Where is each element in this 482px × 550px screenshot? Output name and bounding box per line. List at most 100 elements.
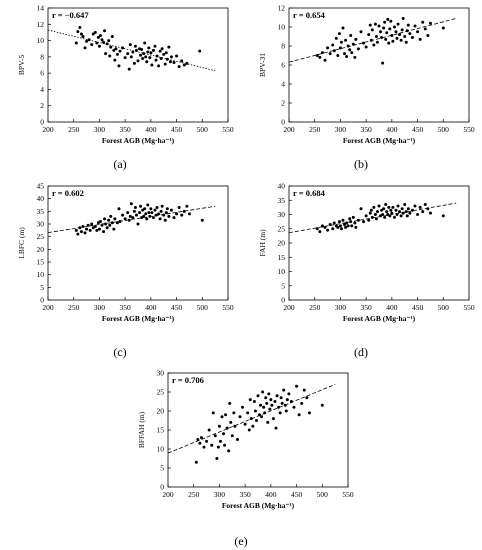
- data-point: [381, 61, 385, 65]
- data-point: [343, 52, 347, 56]
- data-point: [399, 38, 403, 42]
- data-point: [165, 57, 169, 61]
- data-point: [364, 214, 368, 218]
- data-point: [370, 28, 374, 32]
- data-point: [348, 217, 352, 221]
- data-point: [220, 415, 224, 419]
- data-point: [270, 403, 274, 407]
- data-point: [172, 216, 176, 220]
- y-tick-label: 10: [37, 36, 45, 45]
- y-tick-label: 20: [37, 245, 45, 254]
- data-point: [416, 213, 420, 216]
- data-point: [373, 213, 377, 216]
- y-tick-label: 12: [278, 4, 286, 13]
- data-point: [228, 401, 232, 405]
- data-point: [102, 230, 106, 234]
- data-point: [405, 214, 409, 218]
- data-point: [344, 225, 348, 229]
- data-point: [282, 388, 286, 392]
- data-point: [140, 48, 144, 52]
- data-point: [90, 222, 94, 226]
- x-tick-label: 550: [463, 125, 475, 134]
- data-point: [390, 211, 394, 215]
- data-point: [350, 224, 354, 228]
- data-point: [441, 214, 445, 218]
- data-point: [123, 217, 127, 221]
- data-point: [392, 215, 396, 219]
- caption-d: (d): [354, 345, 368, 359]
- data-point: [367, 33, 371, 37]
- data-point: [128, 43, 132, 47]
- data-point: [164, 211, 168, 215]
- y-tick-label: 12: [37, 20, 45, 29]
- data-point: [169, 208, 173, 212]
- data-point: [180, 213, 184, 217]
- y-tick-label: 10: [37, 270, 45, 279]
- data-point: [354, 225, 358, 229]
- data-point: [129, 55, 133, 59]
- data-point: [267, 392, 271, 396]
- data-point: [403, 203, 407, 207]
- data-point: [373, 22, 377, 26]
- y-axis-label: FAH (m): [258, 229, 267, 257]
- data-point: [336, 54, 340, 57]
- data-point: [224, 413, 228, 417]
- data-point: [382, 26, 386, 30]
- data-point: [251, 424, 255, 428]
- y-tick-label: 30: [37, 220, 45, 229]
- data-point: [332, 49, 336, 53]
- data-point: [74, 41, 78, 45]
- x-axis-label: Forest AGB (Mg·ha⁻¹): [222, 501, 295, 510]
- data-point: [110, 221, 114, 225]
- data-point: [356, 47, 360, 51]
- data-point: [377, 24, 381, 28]
- chart-panel-b: 200 250 300 350 400 450 500 550 0 2 4 6 8 10 12 Forest …: [241, 0, 481, 150]
- data-point: [169, 55, 173, 59]
- data-point: [136, 59, 140, 63]
- x-tick-label: 550: [222, 303, 234, 312]
- data-point: [158, 49, 162, 53]
- y-tick-label: 2: [40, 101, 44, 110]
- data-point: [383, 215, 387, 219]
- x-tick-label: 500: [438, 303, 450, 312]
- data-point: [387, 41, 391, 45]
- data-point: [115, 221, 119, 225]
- data-point: [147, 46, 151, 50]
- data-point: [118, 49, 122, 53]
- data-point: [379, 30, 383, 34]
- data-point: [369, 38, 373, 42]
- data-point: [222, 432, 226, 436]
- y-tick-label: 4: [40, 85, 44, 94]
- data-point: [185, 204, 189, 208]
- data-point: [123, 56, 127, 60]
- data-point: [163, 62, 167, 66]
- data-point: [428, 21, 432, 25]
- data-point: [74, 228, 78, 232]
- y-axis-label: LBFC (m): [17, 227, 26, 259]
- data-point: [421, 20, 425, 24]
- data-point: [131, 216, 135, 220]
- data-point: [406, 23, 410, 27]
- x-tick-label: 300: [214, 490, 226, 499]
- data-point: [382, 207, 386, 211]
- y-tick-label: 0: [281, 118, 285, 127]
- data-point: [381, 213, 385, 216]
- x-tick-label: 450: [171, 125, 183, 134]
- data-point: [398, 210, 402, 214]
- y-tick-label: 8: [281, 42, 285, 51]
- data-point: [339, 40, 343, 44]
- data-point: [326, 46, 330, 50]
- data-point: [138, 211, 142, 215]
- data-point: [336, 225, 340, 229]
- data-point: [81, 225, 85, 229]
- chart-panel-d: 200 250 300 350 400 450 500 550 0 5 10 15 20 25 30 35 40…: [241, 178, 481, 328]
- data-point: [150, 211, 154, 215]
- data-point: [385, 210, 389, 214]
- data-point: [337, 220, 341, 224]
- chart-svg-a: 200 250 300 350 400 450 500 550 0 2 4 6 8 10 12 14 Fores…: [17, 4, 234, 146]
- data-point: [384, 203, 388, 207]
- data-point: [205, 439, 209, 443]
- data-point: [159, 209, 163, 213]
- data-point: [423, 27, 427, 31]
- data-point: [278, 411, 282, 415]
